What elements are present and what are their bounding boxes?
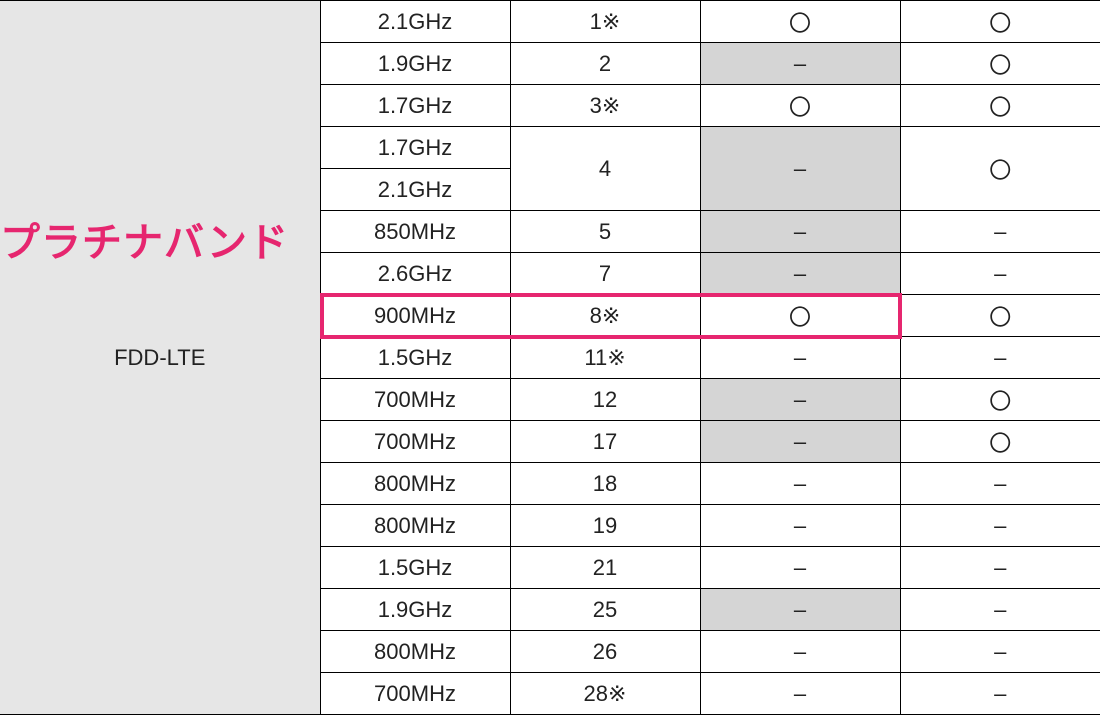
band-cell: 25 xyxy=(510,589,700,631)
support-col-3: – xyxy=(700,631,900,673)
freq-cell: 700MHz xyxy=(320,673,510,715)
band-cell: 28※ xyxy=(510,673,700,715)
support-col-3: – xyxy=(700,463,900,505)
support-col-4: – xyxy=(900,505,1100,547)
freq-cell: 800MHz xyxy=(320,463,510,505)
band-cell: 4 xyxy=(510,127,700,211)
band-cell: 26 xyxy=(510,631,700,673)
freq-cell: 900MHz xyxy=(320,295,510,337)
row-header-fdd-lte: FDD-LTE xyxy=(0,1,320,715)
support-col-3: – xyxy=(700,589,900,631)
freq-cell: 2.1GHz xyxy=(320,169,510,211)
support-col-4: – xyxy=(900,547,1100,589)
freq-cell: 1.5GHz xyxy=(320,547,510,589)
band-cell: 7 xyxy=(510,253,700,295)
freq-cell: 2.6GHz xyxy=(320,253,510,295)
band-cell: 19 xyxy=(510,505,700,547)
support-col-4: 〇 xyxy=(900,127,1100,211)
freq-cell: 800MHz xyxy=(320,631,510,673)
band-table: FDD-LTE2.1GHz1※〇〇1.9GHz2–〇1.7GHz3※〇〇1.7G… xyxy=(0,0,1100,715)
support-col-3: – xyxy=(700,547,900,589)
support-col-4: 〇 xyxy=(900,379,1100,421)
freq-cell: 700MHz xyxy=(320,421,510,463)
support-col-4: – xyxy=(900,337,1100,379)
band-cell: 3※ xyxy=(510,85,700,127)
band-cell: 18 xyxy=(510,463,700,505)
band-cell: 21 xyxy=(510,547,700,589)
freq-cell: 1.9GHz xyxy=(320,43,510,85)
freq-cell: 800MHz xyxy=(320,505,510,547)
freq-cell: 1.9GHz xyxy=(320,589,510,631)
support-col-4: 〇 xyxy=(900,1,1100,43)
support-col-3: – xyxy=(700,421,900,463)
freq-cell: 2.1GHz xyxy=(320,1,510,43)
band-cell: 11※ xyxy=(510,337,700,379)
support-col-3: – xyxy=(700,505,900,547)
band-cell: 17 xyxy=(510,421,700,463)
support-col-3: – xyxy=(700,673,900,715)
freq-cell: 1.5GHz xyxy=(320,337,510,379)
support-col-4: – xyxy=(900,673,1100,715)
band-cell: 5 xyxy=(510,211,700,253)
freq-cell: 1.7GHz xyxy=(320,85,510,127)
support-col-4: – xyxy=(900,463,1100,505)
support-col-4: – xyxy=(900,253,1100,295)
support-col-3: – xyxy=(700,211,900,253)
band-cell: 2 xyxy=(510,43,700,85)
support-col-4: 〇 xyxy=(900,421,1100,463)
band-cell: 8※ xyxy=(510,295,700,337)
support-col-3: – xyxy=(700,379,900,421)
freq-cell: 850MHz xyxy=(320,211,510,253)
band-cell: 1※ xyxy=(510,1,700,43)
support-col-4: 〇 xyxy=(900,43,1100,85)
support-col-3: – xyxy=(700,127,900,211)
band-cell: 12 xyxy=(510,379,700,421)
band-table-container: FDD-LTE2.1GHz1※〇〇1.9GHz2–〇1.7GHz3※〇〇1.7G… xyxy=(0,0,1100,715)
support-col-3: 〇 xyxy=(700,1,900,43)
freq-cell: 1.7GHz xyxy=(320,127,510,169)
support-col-3: – xyxy=(700,253,900,295)
support-col-4: 〇 xyxy=(900,85,1100,127)
support-col-4: 〇 xyxy=(900,295,1100,337)
support-col-3: 〇 xyxy=(700,295,900,337)
support-col-3: – xyxy=(700,43,900,85)
support-col-3: – xyxy=(700,337,900,379)
support-col-4: – xyxy=(900,631,1100,673)
freq-cell: 700MHz xyxy=(320,379,510,421)
support-col-4: – xyxy=(900,589,1100,631)
support-col-4: – xyxy=(900,211,1100,253)
support-col-3: 〇 xyxy=(700,85,900,127)
